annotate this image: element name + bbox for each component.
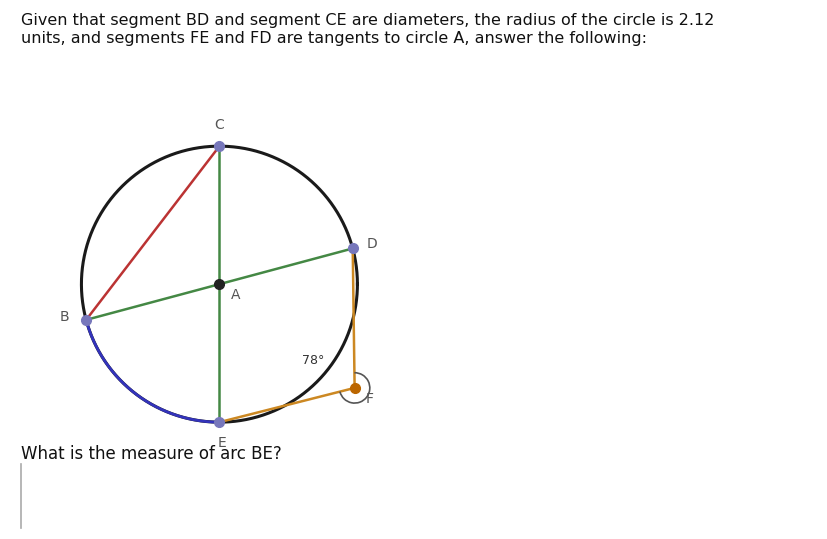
Text: B: B: [60, 310, 69, 324]
Text: C: C: [214, 119, 224, 133]
Text: D: D: [366, 237, 377, 251]
Text: E: E: [218, 436, 227, 450]
Text: 78°: 78°: [302, 354, 324, 367]
Text: A: A: [230, 288, 240, 302]
Text: F: F: [366, 392, 373, 406]
Text: What is the measure of arc BE?: What is the measure of arc BE?: [21, 445, 281, 462]
Text: Given that segment BD and segment CE are diameters, the radius of the circle is : Given that segment BD and segment CE are…: [21, 13, 713, 46]
